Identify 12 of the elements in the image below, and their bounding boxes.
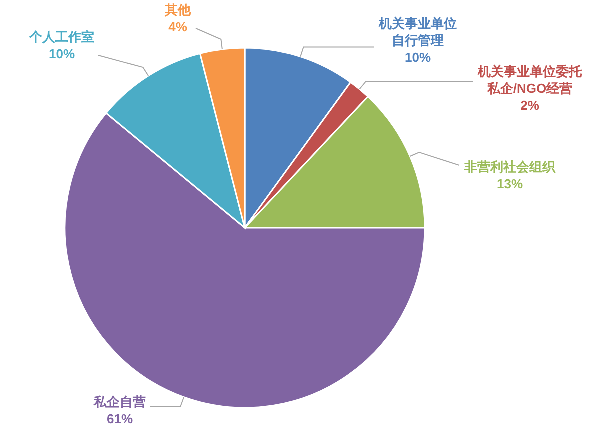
slice-label: 非营利社会组织 <box>464 160 556 174</box>
data-label: 13% <box>496 176 524 192</box>
data-label: 61% <box>106 412 134 426</box>
data-label: 4% <box>168 20 188 34</box>
data-label: 10% <box>48 46 76 62</box>
data-label: 2% <box>520 98 540 113</box>
slice-label: 个人工作室 <box>28 30 94 44</box>
slice-label: 机关事业单位自行管理 <box>378 16 457 48</box>
slice-label: 机关事业单位委托私企/NGO经营 <box>477 64 583 96</box>
data-label: 10% <box>404 50 432 65</box>
slice-label: 私企自营 <box>93 394 146 410</box>
slice-label: 其他 <box>164 2 192 18</box>
